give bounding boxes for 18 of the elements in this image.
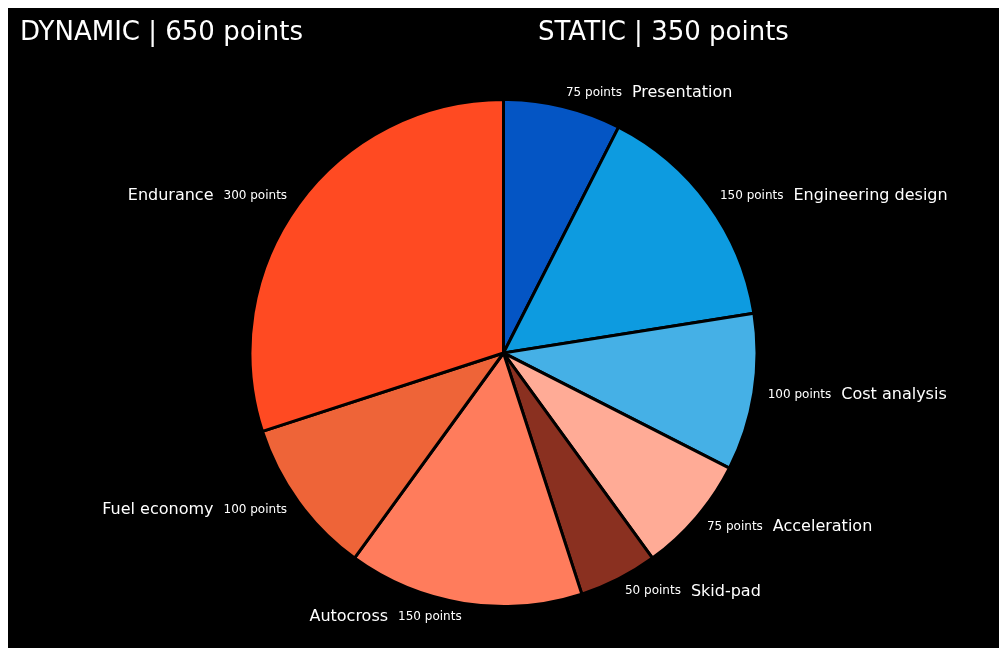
- data-label: 75 points: [565, 85, 622, 100]
- slice-label: Presentation: [631, 82, 733, 102]
- slice-label: Skid-pad: [690, 580, 761, 600]
- chart-subtitle: STATIC | 350 points: [538, 16, 789, 46]
- data-label: 75 points: [706, 518, 763, 533]
- data-label: 150 points: [398, 609, 462, 624]
- data-label: 50 points: [624, 583, 681, 598]
- slice-label: Autocross: [309, 606, 389, 626]
- data-label: 100 points: [767, 386, 832, 401]
- slice-label: Cost analysis: [841, 384, 947, 403]
- data-label: 300 points: [223, 187, 288, 202]
- chart-title: DYNAMIC | 650 points: [20, 16, 304, 46]
- data-label: 150 points: [719, 187, 784, 202]
- slice-label: Fuel economy: [102, 499, 214, 519]
- slice-label: Acceleration: [772, 515, 873, 535]
- slice-label: Engineering design: [793, 184, 948, 204]
- slice-label: Endurance: [127, 184, 214, 204]
- data-label: 100 points: [223, 502, 288, 517]
